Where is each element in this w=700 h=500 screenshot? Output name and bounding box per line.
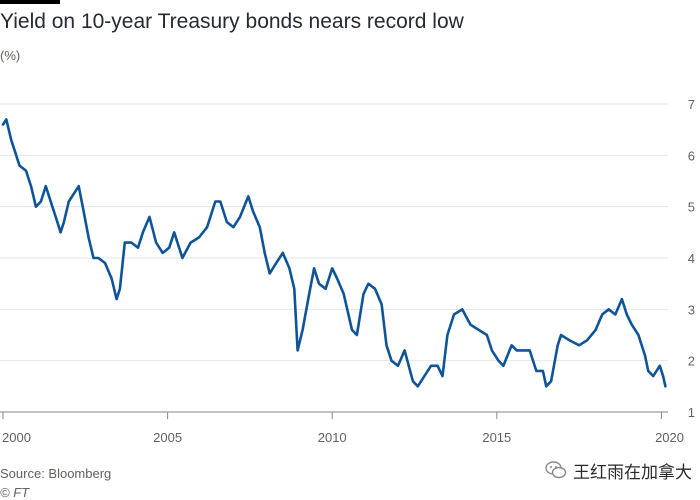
- y-tick-label: 2: [688, 354, 695, 369]
- chart-title: Yield on 10-year Treasury bonds nears re…: [0, 10, 464, 33]
- x-tick-label: 2020: [655, 430, 684, 445]
- y-tick-label: 1: [688, 405, 695, 420]
- wechat-watermark: 王红雨在加拿大: [545, 457, 692, 483]
- yield-series-line: [1, 118, 667, 388]
- wechat-icon: [545, 461, 567, 479]
- y-tick-label: 3: [688, 302, 695, 317]
- brand-top-bar: [0, 0, 60, 4]
- y-tick-label: 5: [688, 200, 695, 215]
- y-axis-unit-label: (%): [0, 48, 21, 63]
- y-tick-label: 7: [688, 97, 695, 112]
- y-tick-label: 6: [688, 148, 695, 163]
- source-note: Source: Bloomberg: [0, 466, 112, 481]
- ft-credit: © FT: [0, 485, 30, 500]
- x-tick-label: 2010: [318, 430, 347, 445]
- x-tick-label: 2015: [482, 430, 511, 445]
- watermark-text: 王红雨在加拿大: [573, 462, 692, 482]
- x-tick-label: 2005: [153, 430, 182, 445]
- y-tick-label: 4: [688, 251, 695, 266]
- x-tick-label: 2000: [2, 430, 31, 445]
